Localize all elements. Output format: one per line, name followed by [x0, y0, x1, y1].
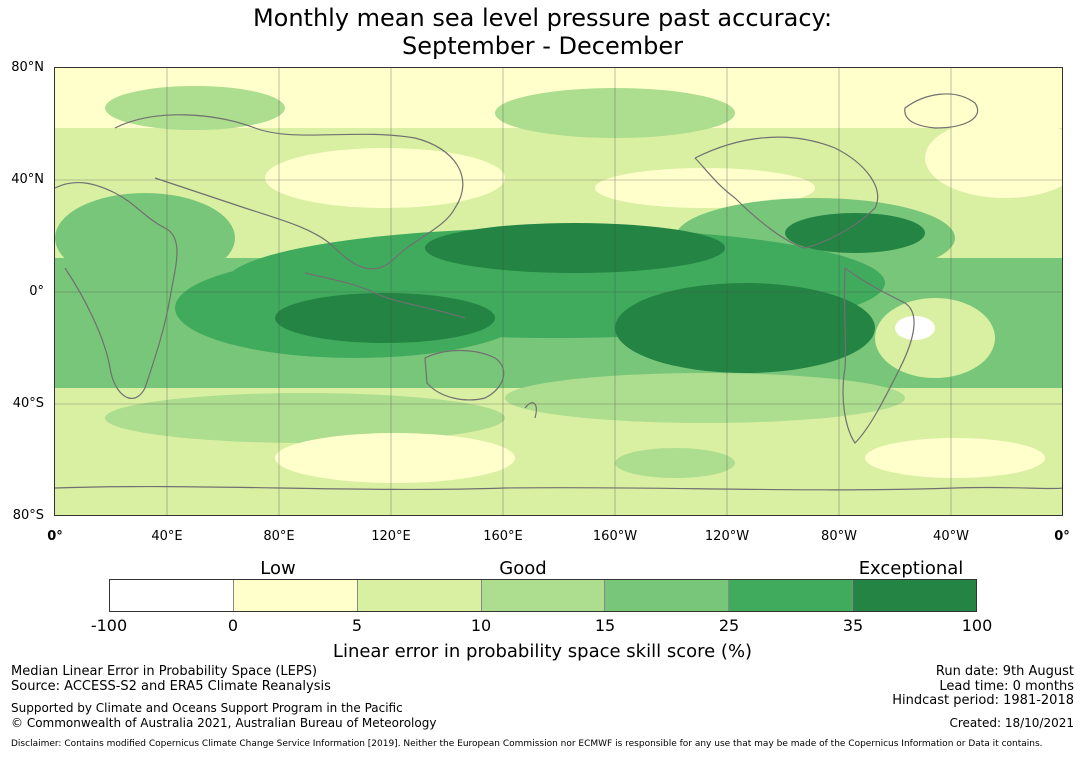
colorbar-tick: 5	[351, 616, 363, 635]
footer-copyright: © Commonwealth of Australia 2021, Austra…	[11, 716, 437, 730]
caribbean-core	[785, 213, 925, 253]
maritime-coast	[304, 272, 466, 319]
southern-low-patch-2	[865, 438, 1045, 478]
footer-source: Source: ACCESS-S2 and ERA5 Climate Reana…	[11, 679, 331, 694]
north-pacific-low-patch	[595, 168, 815, 208]
north-america-coast	[694, 136, 879, 249]
new-zealand-coast	[524, 402, 537, 419]
eurasia-low-patch	[265, 148, 505, 208]
colorbar-segment	[729, 580, 854, 611]
colorbar-segment	[357, 580, 482, 611]
colorbar-tick: 10	[470, 616, 492, 635]
maritime-continent-core	[275, 293, 495, 343]
lat-label-80n: 80°N	[11, 60, 44, 75]
map-title: Monthly mean sea level pressure past acc…	[0, 4, 1085, 60]
category-label-exceptional: Exceptional	[858, 558, 964, 579]
lon-label-40e: 40°E	[151, 529, 183, 544]
lon-label-80e: 80°E	[263, 529, 295, 544]
central-pacific-core	[615, 283, 875, 373]
lon-label-160w: 160°W	[592, 529, 638, 544]
southern-low-patch-1	[275, 433, 515, 483]
south-america-coast	[842, 267, 915, 444]
africa-coast	[55, 182, 178, 399]
lon-label-0-right: 0°	[1054, 529, 1070, 544]
lat-label-40n: 40°N	[11, 172, 44, 187]
lon-label-160e: 160°E	[483, 529, 523, 544]
southern-good-patch	[615, 448, 735, 478]
lon-label-0-left: 0°	[47, 529, 63, 544]
colorbar	[109, 579, 977, 612]
colorbar-segment	[853, 580, 977, 611]
australia-coast	[424, 349, 505, 401]
footer-hindcast: Hindcast period: 1981-2018	[892, 693, 1074, 708]
title-line-1: Monthly mean sea level pressure past acc…	[252, 4, 833, 32]
southern-indian-patch	[105, 393, 505, 443]
greenland-coast	[904, 93, 979, 129]
footer-run-date: Run date: 9th August	[935, 664, 1074, 679]
north-atlantic-low-patch	[925, 118, 1062, 198]
colorbar-segment	[233, 580, 358, 611]
west-pacific-core	[425, 223, 725, 273]
lon-label-80w: 80°W	[821, 529, 857, 544]
colorbar-tick: -100	[90, 616, 128, 635]
colorbar-tick: 25	[718, 616, 740, 635]
antarctica-coast	[55, 485, 1062, 491]
colorbar-tick: 15	[594, 616, 616, 635]
title-line-2: September - December	[401, 32, 684, 60]
footer-disclaimer: Disclaimer: Contains modified Copernicus…	[11, 739, 1043, 749]
south-pacific-patch	[505, 373, 905, 423]
footer-lead-time: Lead time: 0 months	[939, 679, 1074, 694]
lat-label-40s: 40°S	[12, 396, 44, 411]
lon-label-40w: 40°W	[933, 529, 969, 544]
skill-map-svg	[55, 68, 1062, 515]
lat-label-equator: 0°	[29, 284, 44, 299]
skill-map	[54, 67, 1063, 516]
category-label-low: Low	[260, 558, 296, 579]
eurasia-coast	[114, 114, 464, 270]
colorbar-segment	[605, 580, 730, 611]
colorbar-title: Linear error in probability space skill …	[332, 641, 753, 662]
amazon-white-patch	[895, 316, 935, 340]
north-atlantic-patch	[105, 86, 285, 130]
footer-created: Created: 18/10/2021	[949, 716, 1074, 730]
graticule	[55, 68, 1062, 515]
colorbar-segment	[110, 580, 234, 611]
colorbar-segment	[481, 580, 606, 611]
coastlines	[55, 93, 1062, 491]
category-label-good: Good	[499, 558, 547, 579]
colorbar-tick: 100	[961, 616, 993, 635]
footer-support: Supported by Climate and Oceans Support …	[11, 701, 403, 715]
lon-label-120w: 120°W	[704, 529, 750, 544]
lat-label-80s: 80°S	[12, 508, 44, 523]
lon-label-120e: 120°E	[371, 529, 411, 544]
footer-method: Median Linear Error in Probability Space…	[11, 664, 318, 679]
colorbar-tick: 35	[842, 616, 864, 635]
colorbar-tick: 0	[227, 616, 239, 635]
south-america-patch	[875, 298, 995, 378]
